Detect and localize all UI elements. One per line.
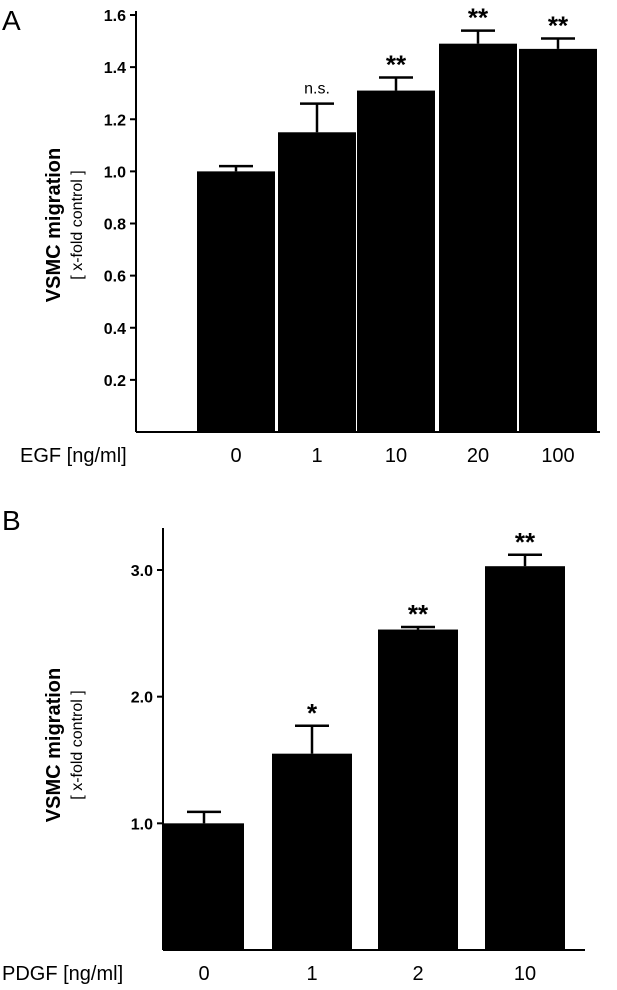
panel-b-xlabel: PDGF [ng/ml] — [2, 963, 123, 985]
panel-b-ytick-label: 1.0 — [131, 816, 153, 833]
panel-b-significance-label: ** — [408, 599, 429, 629]
panel-a-ytick-label: 1.6 — [104, 8, 126, 25]
panel-a-label: A — [2, 5, 21, 36]
panel-a-ytick-label: 0.2 — [104, 373, 126, 390]
panel-a-ytick-label: 1.2 — [104, 112, 126, 129]
panel-a-xtick-label: 0 — [230, 445, 241, 467]
panel-a-bar — [439, 43, 517, 432]
panel-b-xtick-label: 2 — [412, 963, 423, 985]
panel-a-ytick-label: 0.8 — [104, 217, 126, 234]
panel-b-label: B — [2, 505, 21, 536]
panel-b-ytick-label: 3.0 — [131, 563, 153, 580]
panel-b-significance-label: ** — [515, 527, 536, 557]
panel-a-ytick-label: 1.4 — [104, 60, 126, 77]
panel-a-ytick-label: 0.6 — [104, 269, 126, 286]
panel-a-xtick-label: 20 — [467, 445, 489, 467]
panel-a-significance-label: ** — [548, 10, 569, 40]
panel-b-xtick-label: 1 — [306, 963, 317, 985]
panel-a-xtick-label: 100 — [541, 445, 574, 467]
panel-a-significance-label: ** — [468, 3, 489, 33]
panel-b-ylabel-sub: [ x-fold control ] — [69, 690, 86, 799]
panel-a-bar — [278, 132, 356, 432]
panel-b-ylabel: VSMC migration — [43, 668, 65, 822]
panel-a-xtick-label: 10 — [385, 445, 407, 467]
panel-a-bar — [519, 48, 597, 432]
panel-b-bar — [272, 753, 352, 950]
panel-a-significance-label: n.s. — [304, 81, 330, 98]
panel-b-bar — [378, 629, 458, 950]
panel-a-significance-label: ** — [386, 50, 407, 80]
panel-a-xtick-label: 1 — [311, 445, 322, 467]
panel-a-ylabel: VSMC migration — [43, 148, 65, 302]
panel-b-ytick-label: 2.0 — [131, 690, 153, 707]
panel-b-xtick-label: 10 — [514, 963, 536, 985]
panel-a-ytick-label: 1.0 — [104, 164, 126, 181]
panel-a-ylabel-sub: [ x-fold control ] — [69, 170, 86, 279]
panel-a-ytick-label: 0.4 — [104, 321, 126, 338]
panel-b-significance-label: * — [307, 698, 318, 728]
panel-a-bar — [357, 90, 435, 433]
panel-b-bar — [485, 566, 565, 950]
panel-b-bar — [164, 823, 244, 950]
panel-a-bar — [197, 171, 275, 432]
panel-b-xtick-label: 0 — [198, 963, 209, 985]
panel-a-xlabel: EGF [ng/ml] — [20, 445, 127, 467]
